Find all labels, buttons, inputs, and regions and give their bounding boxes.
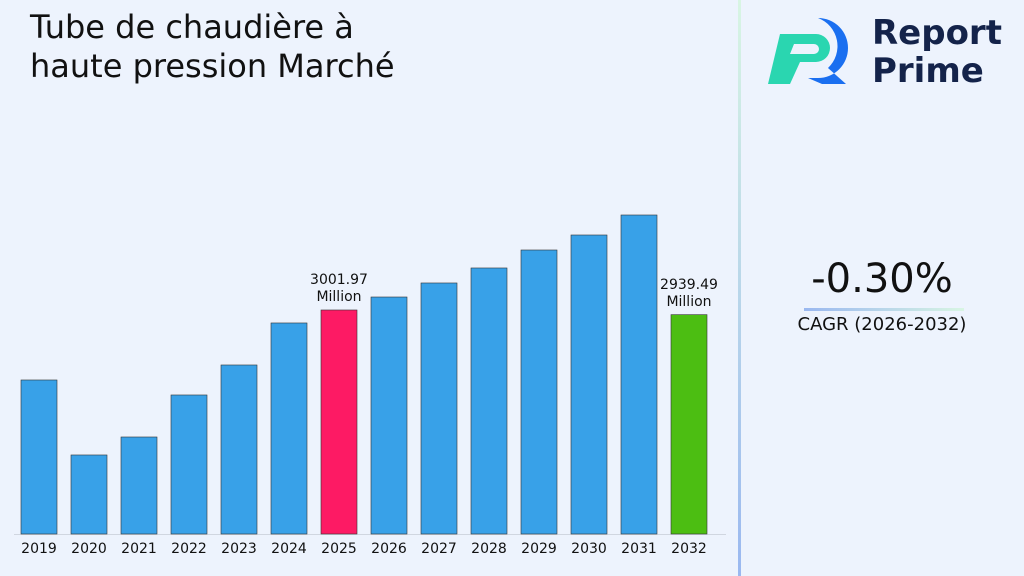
x-tick-label: 2021 [121,541,157,557]
chart-title: Tube de chaudière à haute pression March… [30,8,395,85]
bar [170,394,208,535]
brand-line: Report [872,13,1002,53]
x-tick-label: 2023 [221,541,257,557]
cagr-underline [804,308,964,311]
bar [320,309,358,535]
x-tick-label: 2031 [621,541,657,557]
x-tick-label: 2024 [271,541,307,557]
x-tick-label: 2030 [571,541,607,557]
cagr-value: -0.30% [811,256,953,302]
x-tick-label: 2022 [171,541,207,557]
bar [20,379,58,535]
bar [120,436,158,535]
x-tick-label: 2019 [21,541,57,557]
bar [270,322,308,535]
x-tick-label: 2032 [671,541,707,557]
brand-line: Prime [872,51,984,91]
x-tick-label: 2025 [321,541,357,557]
x-tick-label: 2029 [521,541,557,557]
value-label: 3001.97 Million [310,271,368,305]
bar [520,249,558,535]
divider [738,0,741,576]
logo-icon [768,18,848,84]
x-tick-label: 2027 [421,541,457,557]
chart: 2019 2020 2021 2022 2023 2024 2025 2026 2027 2028… [14,214,726,557]
x-tick-label: 2020 [71,541,107,557]
bar [620,214,658,535]
x-tick-label: 2028 [471,541,507,557]
bar [420,282,458,535]
bar [570,234,608,535]
bar [220,364,258,535]
cagr-label: CAGR (2026-2032) [797,314,967,335]
value-label: 2939.49 Million [660,276,718,310]
bar [670,314,708,535]
bar [370,296,408,535]
bar [70,454,108,535]
bar [470,267,508,535]
x-tick-label: 2026 [371,541,407,557]
